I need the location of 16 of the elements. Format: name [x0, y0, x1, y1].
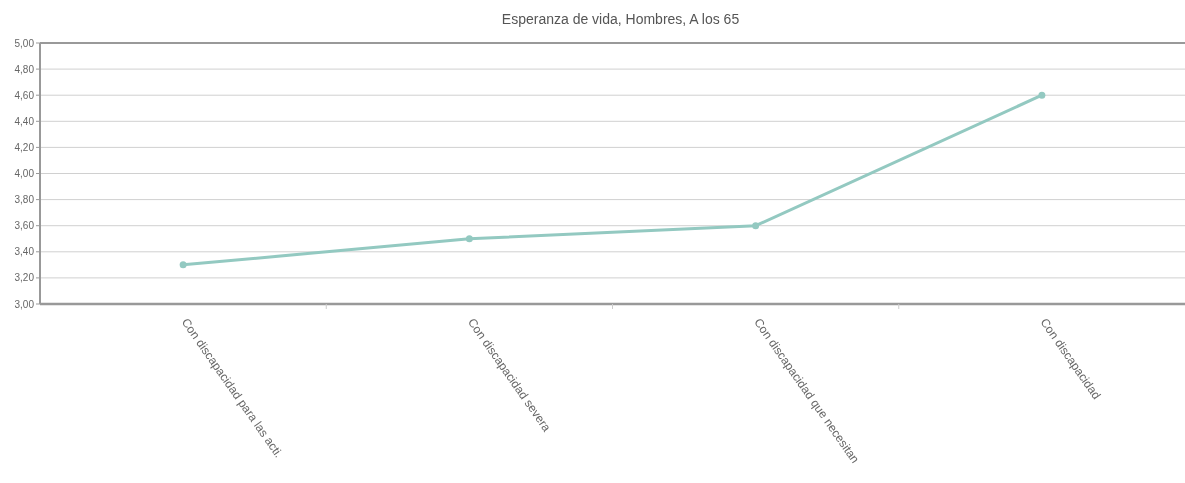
point	[465, 235, 473, 243]
point	[179, 261, 187, 269]
point	[752, 222, 760, 230]
y-tick-label: 4,20	[14, 141, 35, 153]
y-tick-label: 4,00	[14, 168, 35, 179]
y-tick-label: 4,80	[14, 63, 35, 75]
y-tick-label: 3,80	[14, 194, 35, 206]
y-tick-label: 4,60	[14, 89, 35, 101]
y-tick-label: 3,60	[14, 220, 35, 232]
y-tick-label: 5,00	[14, 37, 35, 49]
y-tick-label: 3,00	[14, 298, 35, 310]
point	[1038, 91, 1046, 99]
y-tick-label: 4,40	[14, 115, 35, 127]
y-tick-label: 3,40	[14, 246, 35, 258]
y-tick-label: 3,20	[14, 272, 35, 284]
chart-title: Esperanza de vida, Hombres, A los 65	[501, 11, 740, 27]
